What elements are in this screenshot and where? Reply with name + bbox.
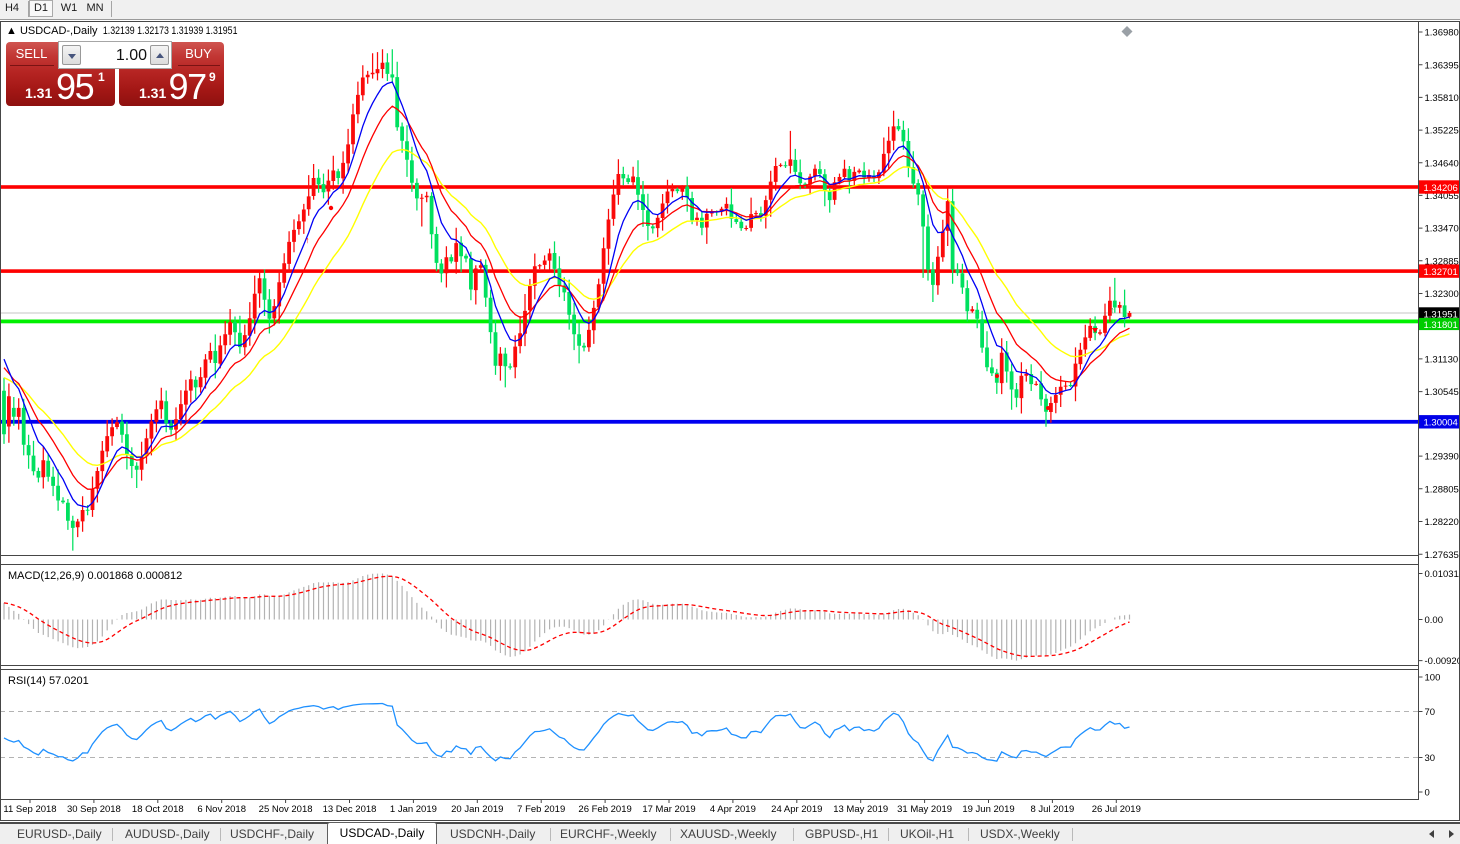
svg-text:4 Apr 2019: 4 Apr 2019 xyxy=(710,804,756,815)
svg-text:1.31801: 1.31801 xyxy=(1424,320,1458,331)
svg-text:1.34055: 1.34055 xyxy=(1425,191,1459,202)
svg-text:1.30545: 1.30545 xyxy=(1425,387,1459,398)
svg-text:100: 100 xyxy=(1425,673,1441,684)
svg-text:↑: ↑ xyxy=(1110,305,1115,315)
svg-text:17 Mar 2019: 17 Mar 2019 xyxy=(642,804,695,815)
svg-text:1.34206: 1.34206 xyxy=(1424,183,1458,194)
svg-text:26 Feb 2019: 26 Feb 2019 xyxy=(578,804,631,815)
svg-text:30 Sep 2018: 30 Sep 2018 xyxy=(67,804,121,815)
svg-text:25 Nov 2018: 25 Nov 2018 xyxy=(259,804,313,815)
svg-text:7 Feb 2019: 7 Feb 2019 xyxy=(517,804,565,815)
svg-text:1.33470: 1.33470 xyxy=(1425,224,1459,235)
svg-text:1.30004: 1.30004 xyxy=(1424,418,1458,429)
svg-text:1.31130: 1.31130 xyxy=(1425,355,1459,366)
svg-text:1 Jan 2019: 1 Jan 2019 xyxy=(390,804,437,815)
svg-text:1.32885: 1.32885 xyxy=(1425,256,1459,267)
svg-text:26 Jul 2019: 26 Jul 2019 xyxy=(1092,804,1141,815)
svg-text:-0.0092030: -0.0092030 xyxy=(1425,656,1460,667)
svg-text:1.32701: 1.32701 xyxy=(1424,267,1458,278)
svg-text:11 Sep 2018: 11 Sep 2018 xyxy=(3,804,56,815)
svg-text:1.27635: 1.27635 xyxy=(1425,550,1459,561)
svg-text:1.32300: 1.32300 xyxy=(1425,289,1459,300)
svg-text:1.28220: 1.28220 xyxy=(1425,517,1459,528)
svg-text:18 Oct 2018: 18 Oct 2018 xyxy=(132,804,184,815)
svg-text:↑: ↑ xyxy=(1018,380,1023,390)
svg-text:6 Nov 2018: 6 Nov 2018 xyxy=(197,804,246,815)
svg-text:1.36395: 1.36395 xyxy=(1425,60,1459,71)
svg-text:13 May 2019: 13 May 2019 xyxy=(833,804,888,815)
svg-text:8 Jul 2019: 8 Jul 2019 xyxy=(1030,804,1074,815)
svg-text:1.35225: 1.35225 xyxy=(1425,126,1459,137)
svg-text:1.35810: 1.35810 xyxy=(1425,93,1459,104)
svg-text:0.010311: 0.010311 xyxy=(1425,569,1460,580)
svg-text:20 Jan 2019: 20 Jan 2019 xyxy=(451,804,503,815)
svg-text:1.29390: 1.29390 xyxy=(1425,452,1459,463)
svg-text:70: 70 xyxy=(1425,707,1436,718)
svg-text:0: 0 xyxy=(1425,788,1430,799)
svg-text:1.36980: 1.36980 xyxy=(1425,28,1459,39)
svg-text:1.34640: 1.34640 xyxy=(1425,158,1459,169)
svg-text:24 Apr 2019: 24 Apr 2019 xyxy=(771,804,822,815)
svg-text:1.28805: 1.28805 xyxy=(1425,484,1459,495)
svg-text:30: 30 xyxy=(1425,753,1436,764)
svg-text:0.00: 0.00 xyxy=(1425,615,1444,626)
svg-text:↑: ↑ xyxy=(305,235,310,245)
svg-text:13 Dec 2018: 13 Dec 2018 xyxy=(323,804,377,815)
svg-text:19 Jun 2019: 19 Jun 2019 xyxy=(962,804,1014,815)
svg-text:MACD(12,26,9) 0.001868 0.00081: MACD(12,26,9) 0.001868 0.000812 xyxy=(8,570,182,582)
svg-text:RSI(14) 57.0201: RSI(14) 57.0201 xyxy=(8,675,89,687)
svg-text:31 May 2019: 31 May 2019 xyxy=(897,804,952,815)
svg-text:1.31951: 1.31951 xyxy=(1424,309,1458,320)
